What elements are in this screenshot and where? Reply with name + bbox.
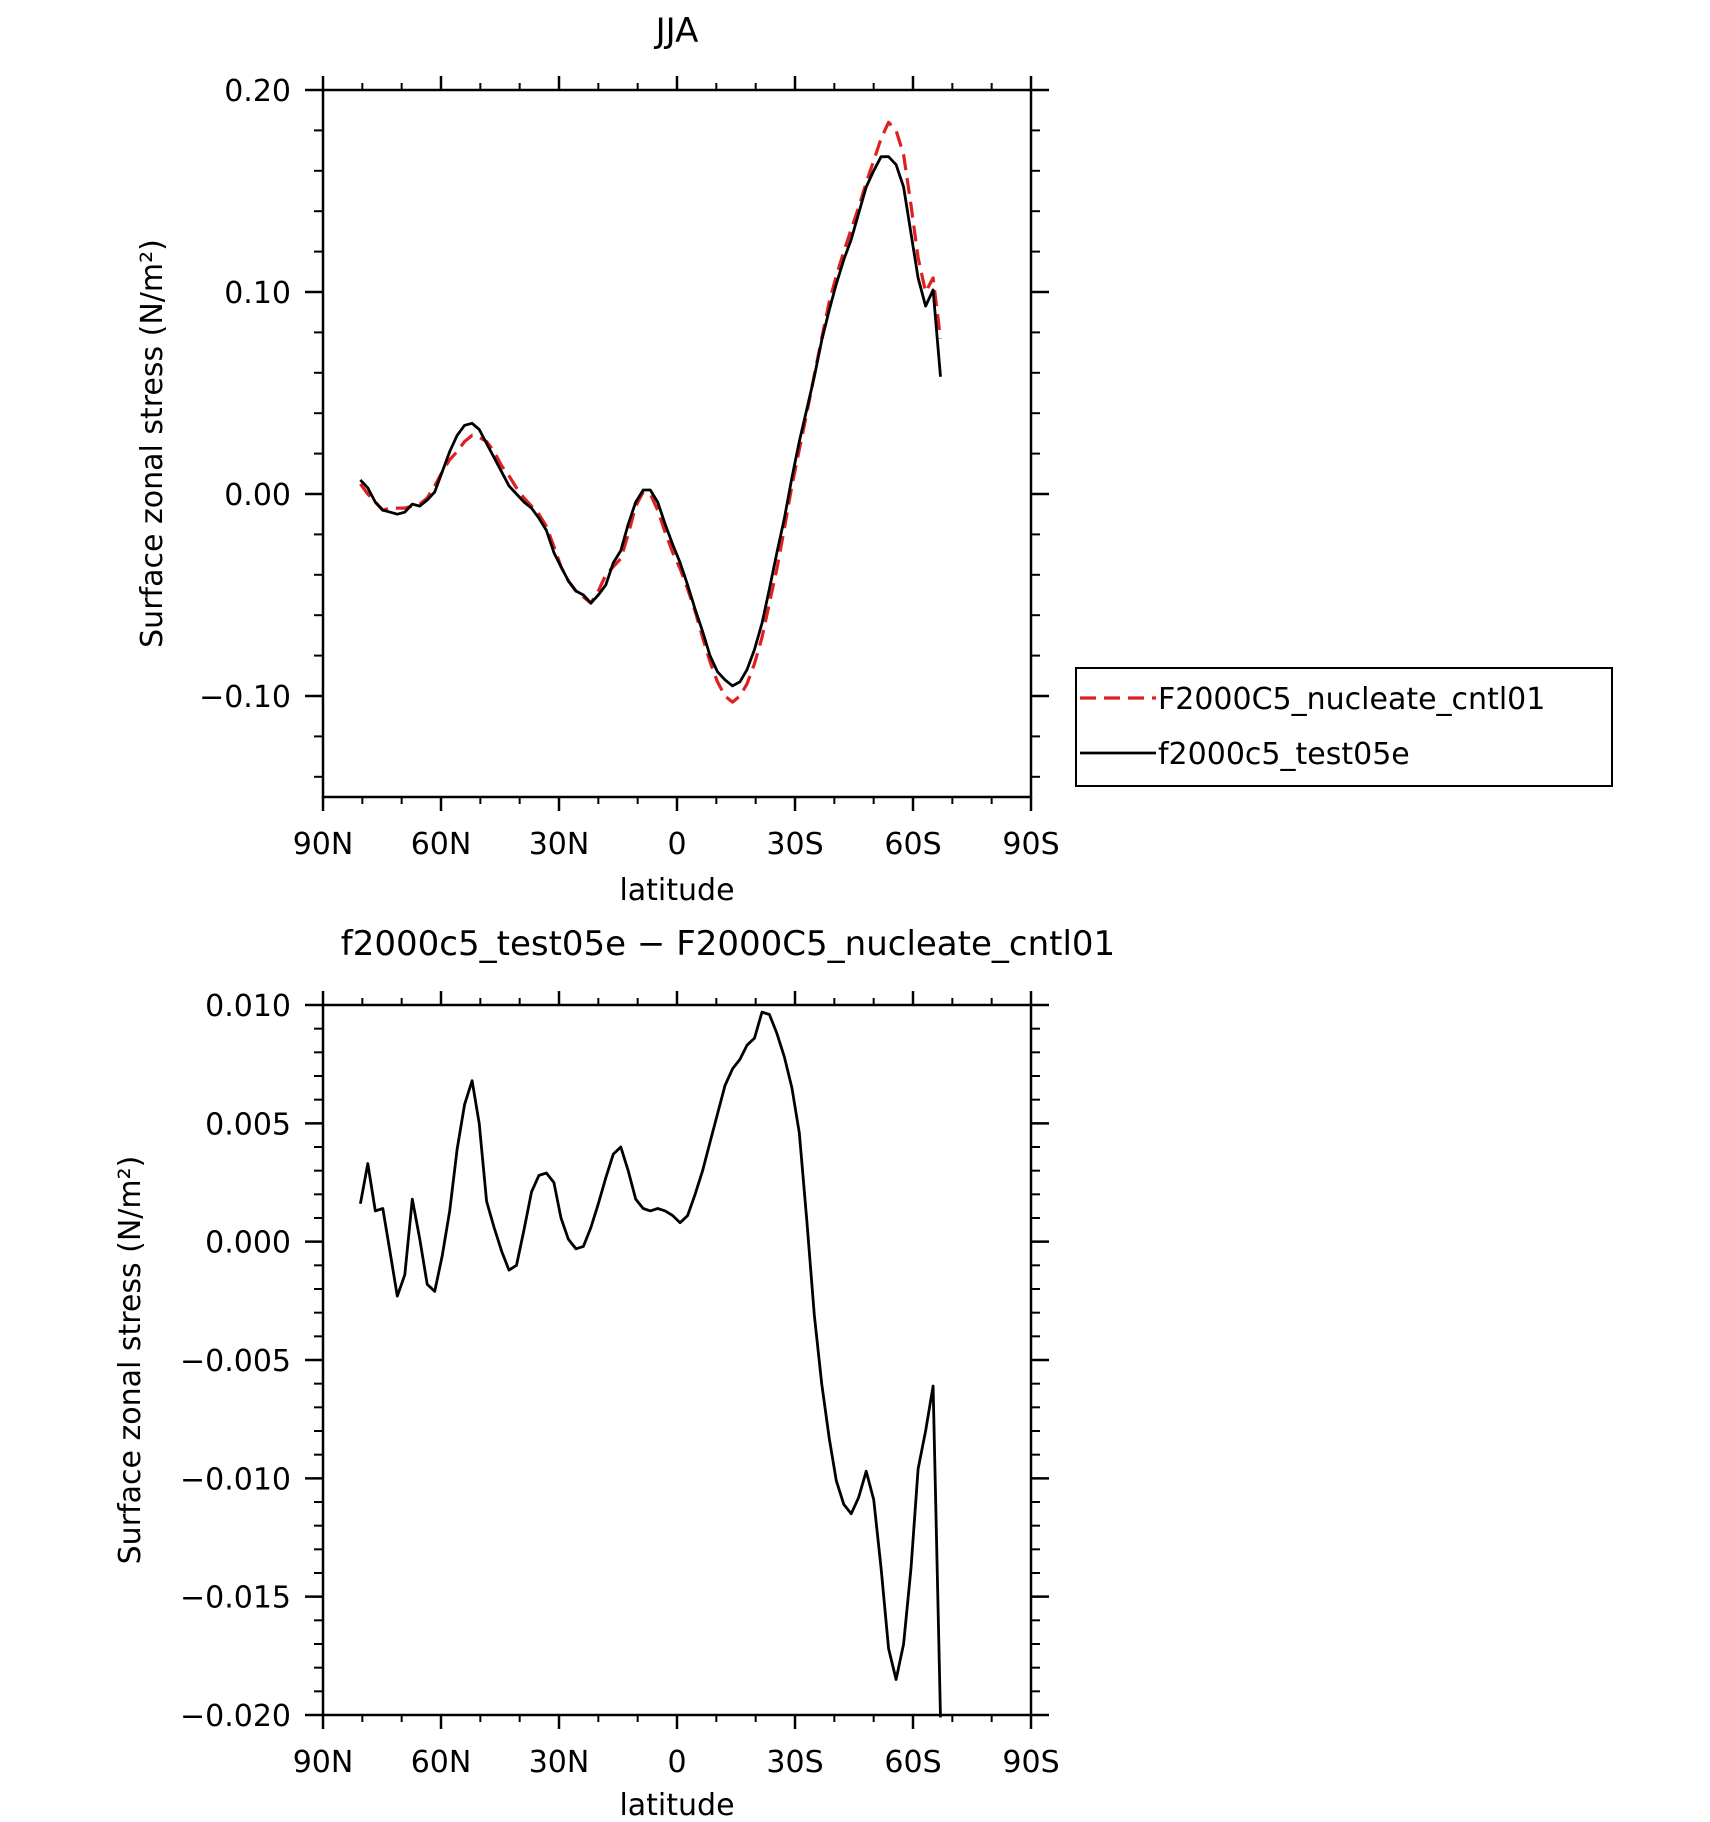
series-line-2 [359,155,942,688]
x-axis-label: latitude [619,873,734,908]
y-tick-label: −0.10 [199,680,291,715]
x-tick-label: 0 [667,1745,686,1780]
chart-panel-1: JJA 90N 60N 30N 0 30S 60S 90S 0.20 0.10 0.00 −0.10 l… [135,11,1060,908]
x-tick-label: 30S [766,1745,823,1780]
y-tick-label: 0.20 [224,74,291,109]
legend-entry-label: F2000C5_nucleate_cntl01 [1158,682,1545,717]
x-tick-label: 60N [411,827,472,862]
y-tick-label: 0.00 [224,478,291,513]
x-tick-label: 0 [667,827,686,862]
series-line-1 [359,120,943,704]
x-tick-label: 90N [293,827,354,862]
x-tick-label: 30S [766,827,823,862]
y-tick-label: 0.005 [205,1107,291,1142]
chart-title: JJA [654,11,699,51]
x-tick-label: 90S [1002,1745,1059,1780]
y-axis-label: Surface zonal stress (N/m²) [135,239,170,648]
y-tick-label: −0.020 [180,1699,291,1734]
x-tick-label: 90N [293,1745,354,1780]
y-tick-label: 0.10 [224,276,291,311]
x-tick-label: 60S [884,1745,941,1780]
legend-entry-label: f2000c5_test05e [1158,737,1410,772]
legend-box [1075,667,1613,787]
y-tick-label: −0.015 [180,1581,291,1616]
chart-title: f2000c5_test05e − F2000C5_nucleate_cntl0… [341,924,1115,964]
legend: F2000C5_nucleate_cntl01 f2000c5_test05e [1075,667,1613,787]
x-tick-label: 90S [1002,827,1059,862]
x-tick-label: 60S [884,827,941,862]
x-tick-label: 30N [529,1745,590,1780]
y-tick-label: 0.010 [205,989,291,1024]
y-axis-label: Surface zonal stress (N/m²) [113,1156,148,1565]
x-axis-label: latitude [619,1788,734,1822]
y-tick-label: −0.005 [180,1344,291,1379]
chart-panel-2: f2000c5_test05e − F2000C5_nucleate_cntl0… [113,924,1115,1822]
series-line-1 [359,1010,942,1718]
y-tick-label: 0.000 [205,1226,291,1261]
plot-frame [321,1003,1033,1717]
x-tick-label: 30N [529,827,590,862]
x-tick-label: 60N [411,1745,472,1780]
y-tick-label: −0.010 [180,1462,291,1497]
plot-frame [321,88,1033,799]
